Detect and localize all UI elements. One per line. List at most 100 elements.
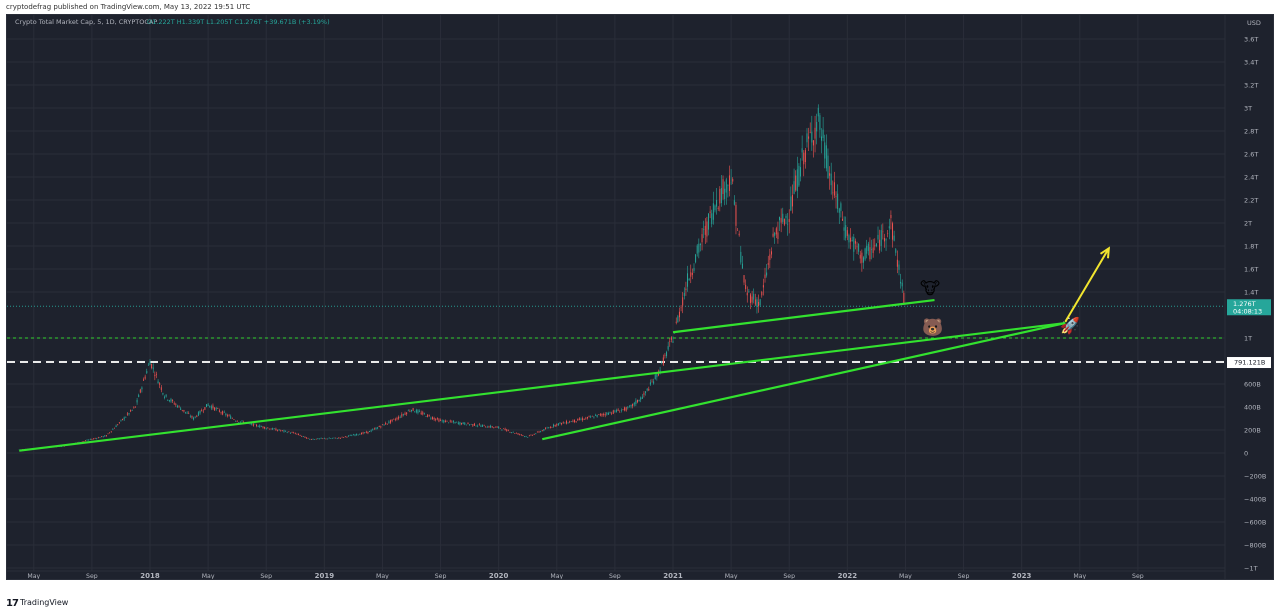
candle-body	[614, 410, 616, 412]
candle-body	[260, 426, 262, 428]
price-tick-label: 3T	[1244, 105, 1252, 113]
candle-body	[162, 393, 164, 395]
candle-body	[840, 203, 842, 211]
candle-body	[146, 371, 148, 374]
candle-body	[645, 391, 647, 393]
candle-body	[759, 299, 761, 306]
candle-body	[241, 420, 243, 422]
candle-body	[96, 438, 98, 439]
candle-body	[81, 441, 83, 443]
candle-body	[436, 418, 438, 420]
candle-body	[900, 281, 902, 284]
candle-body	[168, 400, 170, 402]
candle-body	[869, 247, 871, 260]
candle-body	[733, 200, 735, 205]
candle-body	[532, 434, 534, 436]
candle-body	[667, 346, 669, 350]
candle-body	[359, 434, 361, 435]
price-axis[interactable]: 3.6T 3.4T 3.2T 3T 2.8T 2.6T 2.4T 2.2T 2T 1.8T 1.6T…	[1224, 15, 1271, 579]
candle-body	[740, 251, 742, 263]
candle-body	[191, 416, 193, 418]
candle-body	[84, 440, 86, 442]
candle-body	[412, 408, 414, 411]
candle-body	[364, 432, 366, 433]
candle-body	[649, 382, 651, 385]
candle-body	[369, 431, 371, 433]
candle-body	[561, 422, 563, 425]
candle-body	[259, 425, 261, 428]
candle-body	[462, 422, 464, 424]
candle-body	[706, 221, 708, 237]
candle-body	[154, 374, 156, 377]
candle-body	[783, 218, 785, 225]
candle-body	[827, 155, 829, 179]
bull-icon: 🐮	[920, 279, 940, 299]
candle-body	[404, 413, 406, 415]
candle-body	[616, 410, 618, 412]
candle-body	[761, 291, 763, 296]
candle-body	[764, 274, 766, 279]
price-tick-label: 400B	[1244, 404, 1261, 412]
candle-body	[890, 214, 892, 219]
candle-body	[801, 148, 803, 153]
candle-body	[275, 428, 277, 431]
price-tick-label: 2T	[1244, 220, 1252, 228]
candle-body	[451, 421, 453, 423]
candle-body	[893, 235, 895, 241]
candle-body	[688, 278, 690, 281]
candle-body	[109, 432, 111, 434]
candle-body	[609, 412, 611, 413]
candle-body	[320, 438, 322, 439]
candle-body	[370, 430, 372, 432]
candle-body	[712, 203, 714, 220]
candle-body	[423, 413, 425, 415]
candle-body	[590, 416, 592, 418]
candle-body	[527, 437, 529, 438]
candle-body	[83, 441, 85, 442]
candle-body	[251, 423, 253, 425]
candle-body	[346, 436, 348, 438]
candle-body	[491, 426, 493, 428]
candle-body	[457, 422, 459, 425]
candle-body	[464, 422, 466, 425]
candle-body	[595, 415, 597, 416]
candle-body	[625, 407, 627, 411]
candle-body	[522, 435, 524, 436]
candle-body	[564, 422, 566, 424]
candle-body	[816, 122, 818, 132]
candle-body	[372, 429, 374, 431]
candle-body	[538, 431, 540, 433]
candle-body	[164, 396, 166, 398]
candle-body	[197, 412, 199, 416]
candle-body	[409, 411, 411, 412]
price-tick-label: 1.6T	[1244, 266, 1258, 274]
candle-body	[88, 439, 90, 441]
candle-body	[130, 410, 132, 412]
footer-brand: TradingView	[20, 598, 69, 607]
candle-body	[354, 434, 356, 436]
candle-body	[257, 426, 259, 428]
candle-body	[307, 437, 309, 439]
time-axis[interactable]: May Sep 2018 May Sep 2019 May Sep 2020 May Sep 2021…	[7, 570, 1225, 580]
currency-label: USD	[1247, 19, 1261, 27]
candle-body	[504, 428, 506, 431]
candle-body	[201, 410, 203, 412]
candle-body	[730, 182, 732, 184]
candle-body	[901, 282, 903, 287]
candle-body	[165, 394, 167, 397]
candle-body	[473, 423, 475, 426]
candle-body	[411, 409, 412, 412]
candle-body	[286, 432, 288, 433]
candle-body	[892, 223, 894, 240]
candle-body	[822, 129, 824, 138]
chart-frame[interactable]: 🐮 🐻 🚀 3.6T 3.4T 3.2T 3T 2.8T 2.6T 2.4T 2.2T 2T 1.8T…	[6, 14, 1274, 580]
candle-body	[867, 243, 869, 251]
candle-body	[273, 428, 275, 430]
candle-body	[194, 416, 196, 418]
candle-body	[515, 433, 517, 434]
candle-body	[217, 408, 219, 409]
candle-body	[391, 419, 393, 421]
candle-body	[152, 367, 154, 370]
chart-canvas[interactable]: 🐮 🐻 🚀 3.6T 3.4T 3.2T 3T 2.8T 2.6T 2.4T 2.2T 2T 1.8T…	[7, 15, 1273, 580]
candle-body	[772, 233, 774, 237]
